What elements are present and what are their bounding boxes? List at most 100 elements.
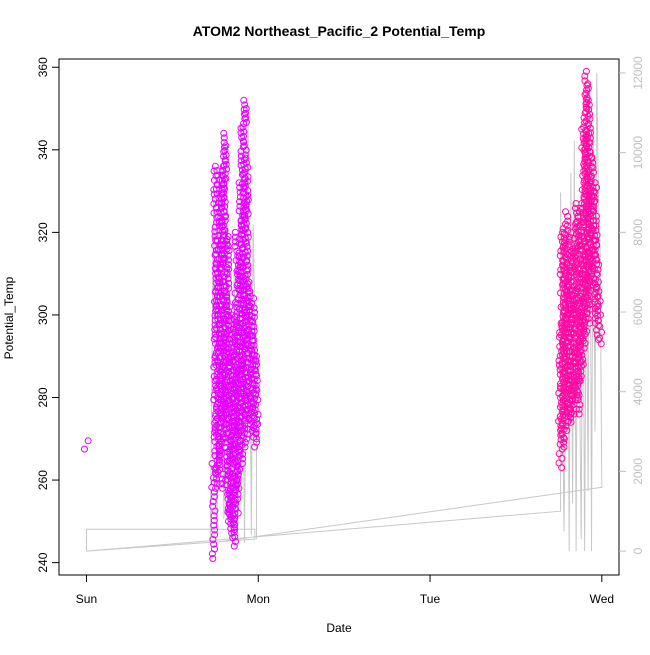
- y-tick-label: 280: [36, 387, 50, 407]
- data-point: [238, 460, 246, 467]
- data-point: [224, 251, 232, 259]
- data-point: [243, 391, 251, 399]
- data-point: [238, 134, 246, 141]
- data-point: [231, 510, 239, 518]
- data-point: [556, 270, 564, 278]
- data-point: [584, 315, 592, 322]
- data-point: [242, 154, 249, 162]
- data-point: [245, 390, 253, 398]
- data-point: [236, 324, 244, 332]
- data-point: [234, 475, 242, 483]
- data-point: [222, 160, 230, 168]
- data-point: [560, 438, 568, 446]
- data-point: [254, 420, 262, 428]
- data-point: [234, 509, 242, 517]
- data-point: [593, 242, 601, 249]
- data-point: [243, 252, 251, 260]
- data-point: [221, 146, 229, 154]
- data-point: [212, 466, 220, 474]
- data-point: [244, 163, 252, 171]
- data-point: [234, 470, 242, 478]
- data-point: [590, 193, 598, 201]
- data-point: [567, 418, 575, 426]
- data-point: [224, 233, 232, 240]
- data-point: [236, 198, 244, 206]
- data-point: [247, 375, 255, 383]
- data-point: [239, 137, 247, 145]
- data-point: [252, 370, 260, 378]
- data-point: [222, 237, 230, 245]
- data-point: [239, 123, 247, 131]
- data-point: [586, 319, 594, 327]
- data-point: [223, 240, 231, 248]
- data-point: [564, 226, 572, 234]
- data-point: [248, 327, 256, 335]
- x-axis: Sun Mon Tue Wed: [76, 574, 614, 606]
- data-point: [584, 287, 592, 295]
- chart-title: ATOM2 Northeast_Pacific_2 Potential_Temp: [193, 23, 486, 39]
- x-tick-label: Tue: [420, 592, 441, 606]
- data-point: [220, 259, 227, 267]
- data-point: [222, 420, 230, 428]
- x-tick-label: Mon: [247, 592, 270, 606]
- data-point: [224, 312, 232, 320]
- data-point: [209, 502, 217, 510]
- y2-tick-label: 6000: [631, 298, 645, 325]
- data-point: [250, 327, 258, 335]
- data-point: [218, 475, 226, 483]
- data-point: [239, 188, 247, 196]
- data-point: [244, 173, 252, 181]
- data-point: [210, 517, 218, 524]
- data-point: [232, 538, 239, 545]
- data-point: [231, 504, 239, 512]
- data-point: [594, 317, 602, 325]
- data-point: [591, 246, 599, 254]
- data-point: [244, 191, 252, 199]
- y-tick-label: 360: [36, 57, 50, 77]
- data-point: [250, 294, 258, 302]
- data-point: [250, 399, 257, 407]
- data-point: [244, 177, 251, 185]
- data-point: [590, 274, 597, 282]
- data-point: [592, 227, 600, 234]
- data-point: [239, 434, 247, 442]
- data-point: [210, 493, 218, 501]
- data-point: [213, 190, 221, 198]
- data-point: [593, 283, 601, 291]
- y-tick-label: 300: [36, 305, 50, 325]
- data-point: [576, 401, 584, 409]
- data-point: [253, 377, 261, 384]
- data-point: [214, 237, 222, 245]
- y2-tick-label: 8000: [631, 219, 645, 246]
- data-point: [251, 406, 259, 414]
- data-point: [214, 358, 222, 366]
- data-point: [579, 361, 587, 368]
- data-point: [253, 435, 260, 443]
- data-point: [586, 260, 594, 268]
- data-point: [244, 233, 252, 241]
- data-point: [226, 326, 233, 334]
- data-point: [224, 242, 232, 250]
- data-point: [240, 355, 248, 363]
- data-point: [210, 540, 218, 548]
- data-point: [240, 429, 248, 437]
- data-point: [216, 265, 224, 273]
- data-point: [239, 170, 247, 177]
- data-point: [225, 284, 233, 292]
- data-point: [567, 264, 575, 272]
- data-point: [254, 411, 262, 418]
- data-point: [567, 228, 575, 236]
- data-point: [579, 356, 587, 364]
- data-point: [225, 279, 233, 287]
- data-point: [240, 142, 248, 150]
- data-point: [213, 180, 221, 188]
- data-point: [231, 521, 239, 529]
- data-point: [573, 387, 581, 394]
- data-point: [250, 323, 258, 331]
- data-point: [216, 456, 224, 464]
- data-point: [227, 473, 235, 481]
- data-point: [234, 480, 241, 488]
- data-point: [593, 184, 601, 192]
- data-point: [222, 212, 230, 220]
- data-point: [583, 310, 591, 318]
